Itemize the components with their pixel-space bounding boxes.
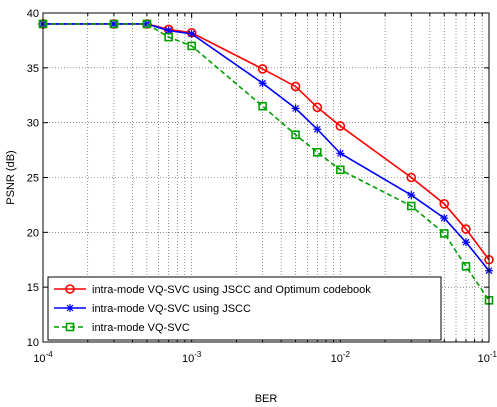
series-line xyxy=(43,23,490,301)
data-point xyxy=(164,32,173,42)
y-tick-label: 25 xyxy=(27,173,39,185)
star-stroke xyxy=(313,125,321,133)
data-point xyxy=(440,214,449,223)
legend: intra-mode VQ-SVC using JSCC and Optimum… xyxy=(47,276,442,341)
data-point xyxy=(142,19,152,29)
data-point xyxy=(336,149,345,158)
data-point xyxy=(407,191,416,200)
tick-labels: 10 15 20 25 30 35 40 10-4 10-3 10-2 10-1 xyxy=(27,8,497,365)
star-stroke xyxy=(407,191,415,199)
data-point xyxy=(187,41,196,51)
legend-label: intra-mode VQ-SVC using JSCC and Optimum… xyxy=(92,284,371,296)
star-stroke xyxy=(462,238,470,246)
y-tick-label: 20 xyxy=(27,227,39,239)
data-point xyxy=(439,229,449,238)
star-stroke xyxy=(165,27,173,34)
data-point xyxy=(187,29,196,38)
series-2 xyxy=(39,19,493,275)
data-point xyxy=(313,125,322,134)
series-layer xyxy=(38,19,494,305)
data-point xyxy=(439,199,450,209)
star-stroke xyxy=(188,30,196,38)
data-point xyxy=(291,130,300,140)
legend-entry: intra-mode VQ-SVC using JSCC xyxy=(54,303,251,315)
star-stroke xyxy=(66,304,74,312)
data-point xyxy=(336,165,345,175)
data-point xyxy=(313,147,322,157)
data-point xyxy=(461,262,471,271)
star-stroke xyxy=(110,20,118,28)
y-tick-label: 10 xyxy=(27,337,39,349)
y-tick-label: 35 xyxy=(27,63,39,75)
x-tick-label: 10-2 xyxy=(331,350,351,365)
y-tick-label: 30 xyxy=(27,118,39,130)
data-point xyxy=(461,238,470,247)
legend-entry: intra-mode VQ-SVC xyxy=(54,322,190,334)
legend-label: intra-mode VQ-SVC xyxy=(92,322,190,334)
series-3 xyxy=(38,19,494,305)
x-tick-label: 10-4 xyxy=(33,350,53,365)
data-point xyxy=(291,104,300,113)
data-point xyxy=(335,121,346,131)
legend-entry: intra-mode VQ-SVC using JSCC and Optimum… xyxy=(54,284,371,296)
x-tick-label: 10-1 xyxy=(478,350,497,365)
data-point xyxy=(257,64,268,74)
legend-marker xyxy=(65,322,75,332)
data-point xyxy=(258,101,267,111)
star-stroke xyxy=(143,20,151,28)
data-point xyxy=(406,172,417,183)
star-stroke xyxy=(259,79,267,87)
y-tick-label: 40 xyxy=(27,8,39,20)
data-point xyxy=(461,224,471,234)
data-point xyxy=(312,102,323,113)
data-point xyxy=(406,201,416,211)
x-tick-label: 10-3 xyxy=(182,350,202,365)
legend-marker xyxy=(65,284,75,294)
star-stroke xyxy=(440,214,448,222)
y-tick-label: 15 xyxy=(27,282,39,294)
star-stroke xyxy=(292,104,300,112)
data-point xyxy=(258,79,267,88)
legend-marker xyxy=(66,304,74,312)
x-axis-title: BER xyxy=(255,393,278,405)
data-point xyxy=(164,26,173,35)
data-point xyxy=(109,19,119,29)
data-point xyxy=(290,81,301,92)
legend-label: intra-mode VQ-SVC using JSCC xyxy=(92,303,251,315)
star-stroke xyxy=(336,149,344,157)
legend-box xyxy=(47,276,442,341)
y-axis-title: PSNR (dB) xyxy=(5,150,17,204)
